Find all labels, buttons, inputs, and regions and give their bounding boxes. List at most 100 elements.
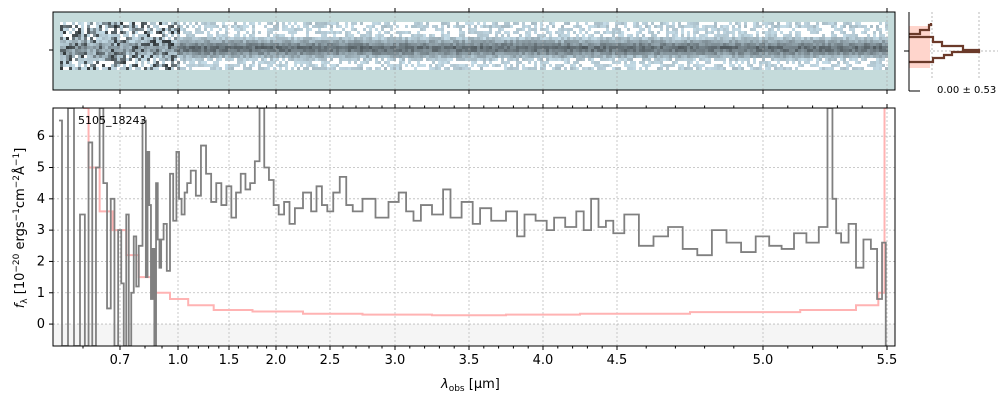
spectrum-2d-pixel <box>60 31 63 34</box>
spectrum-2d-pixel <box>315 43 318 46</box>
spectrum-2d-pixel <box>141 34 144 37</box>
spectrum-2d-pixel <box>714 28 717 31</box>
spectrum-2d-pixel <box>438 28 441 31</box>
spectrum-2d-pixel <box>615 61 618 64</box>
spectrum-2d-pixel <box>606 37 609 40</box>
spectrum-2d-pixel <box>141 28 144 31</box>
spectrum-2d-pixel <box>324 64 327 67</box>
spectrum-2d-pixel <box>90 58 93 61</box>
spectrum-2d-pixel <box>126 67 129 70</box>
spectrum-2d-pixel <box>282 25 285 28</box>
spectrum-2d-pixel <box>819 67 822 70</box>
spectrum-2d-pixel <box>267 28 270 31</box>
spectrum-2d-pixel <box>558 34 561 37</box>
spectrum-2d-pixel <box>150 43 153 46</box>
spectrum-2d-pixel <box>753 49 756 52</box>
spectrum-2d-pixel <box>663 40 666 43</box>
spectrum-2d-pixel <box>330 37 333 40</box>
spectrum-2d-pixel <box>252 58 255 61</box>
spectrum-2d-pixel <box>612 61 615 64</box>
spectrum-2d-pixel <box>558 58 561 61</box>
spectrum-2d-pixel <box>765 34 768 37</box>
spectrum-2d-pixel <box>552 43 555 46</box>
spectrum-2d-pixel <box>468 28 471 31</box>
spectrum-2d-pixel <box>882 58 885 61</box>
spectrum-2d-pixel <box>237 37 240 40</box>
spectrum-2d-pixel <box>351 52 354 55</box>
spectrum-2d-pixel <box>258 46 261 49</box>
spectrum-2d-pixel <box>99 25 102 28</box>
spectrum-2d-pixel <box>102 49 105 52</box>
spectrum-2d-pixel <box>594 61 597 64</box>
spectrum-2d-pixel <box>651 46 654 49</box>
spectrum-2d-pixel <box>90 64 93 67</box>
spectrum-2d-pixel <box>291 40 294 43</box>
spectrum-2d-pixel <box>642 40 645 43</box>
spectrum-2d-pixel <box>513 55 516 58</box>
spectrum-2d-pixel <box>90 61 93 64</box>
spectrum-2d-pixel <box>771 40 774 43</box>
spectrum-2d-pixel <box>735 43 738 46</box>
spectrum-2d-pixel <box>180 58 183 61</box>
spectrum-2d-pixel <box>702 64 705 67</box>
spectrum-2d-pixel <box>291 28 294 31</box>
spectrum-2d-pixel <box>597 52 600 55</box>
spectrum-2d-pixel <box>234 52 237 55</box>
spectrum-2d-pixel <box>627 28 630 31</box>
spectrum-2d-pixel <box>699 37 702 40</box>
spectrum-2d-pixel <box>402 46 405 49</box>
spectrum-2d-pixel <box>708 52 711 55</box>
spectrum-2d-pixel <box>570 37 573 40</box>
spectrum-2d-pixel <box>273 46 276 49</box>
spectrum-2d-pixel <box>60 64 63 67</box>
spectrum-2d-pixel <box>399 67 402 70</box>
spectrum-2d-pixel <box>141 43 144 46</box>
spectrum-2d-pixel <box>648 55 651 58</box>
spectrum-2d-pixel <box>132 64 135 67</box>
spectrum-2d-pixel <box>339 46 342 49</box>
spectrum-2d-pixel <box>852 52 855 55</box>
spectrum-2d-pixel <box>87 46 90 49</box>
spectrum-2d-pixel <box>753 58 756 61</box>
spectrum-2d-pixel <box>699 28 702 31</box>
spectrum-2d-pixel <box>669 25 672 28</box>
spectrum-2d-pixel <box>207 43 210 46</box>
spectrum-2d-pixel <box>642 34 645 37</box>
spectrum-2d-pixel <box>501 58 504 61</box>
spectrum-2d-pixel <box>648 43 651 46</box>
spectrum-2d-pixel <box>561 28 564 31</box>
spectrum-2d-pixel <box>405 46 408 49</box>
spectrum-2d-pixel <box>366 40 369 43</box>
spectrum-2d-pixel <box>603 55 606 58</box>
spectrum-2d-pixel <box>738 37 741 40</box>
spectrum-2d-pixel <box>189 46 192 49</box>
spectrum-2d-pixel <box>222 34 225 37</box>
spectrum-2d-pixel <box>294 52 297 55</box>
spectrum-2d-pixel <box>549 34 552 37</box>
spectrum-2d-pixel <box>198 64 201 67</box>
spectrum-2d-pixel <box>564 37 567 40</box>
spectrum-2d-pixel <box>180 67 183 70</box>
spectrum-2d-pixel <box>246 46 249 49</box>
spectrum-2d-pixel <box>738 43 741 46</box>
spectrum-2d-pixel <box>78 22 81 25</box>
spectrum-2d-pixel <box>108 58 111 61</box>
spectrum-2d-pixel <box>246 25 249 28</box>
spectrum-2d-pixel <box>822 55 825 58</box>
spectrum-2d-pixel <box>300 52 303 55</box>
spectrum-2d-pixel <box>759 43 762 46</box>
spectrum-2d-pixel <box>105 28 108 31</box>
spectrum-2d-pixel <box>426 22 429 25</box>
spectrum-2d-pixel <box>612 58 615 61</box>
spectrum-2d-pixel <box>522 52 525 55</box>
spectrum-2d-pixel <box>156 25 159 28</box>
spectrum-2d-pixel <box>573 46 576 49</box>
spectrum-2d-pixel <box>441 52 444 55</box>
spectrum-2d-pixel <box>171 49 174 52</box>
spectrum-2d-pixel <box>243 37 246 40</box>
spectrum-2d-pixel <box>93 52 96 55</box>
spectrum-2d-pixel <box>582 49 585 52</box>
spectrum-2d-pixel <box>720 58 723 61</box>
spectrum-2d-pixel <box>273 34 276 37</box>
spectrum-2d-pixel <box>183 58 186 61</box>
